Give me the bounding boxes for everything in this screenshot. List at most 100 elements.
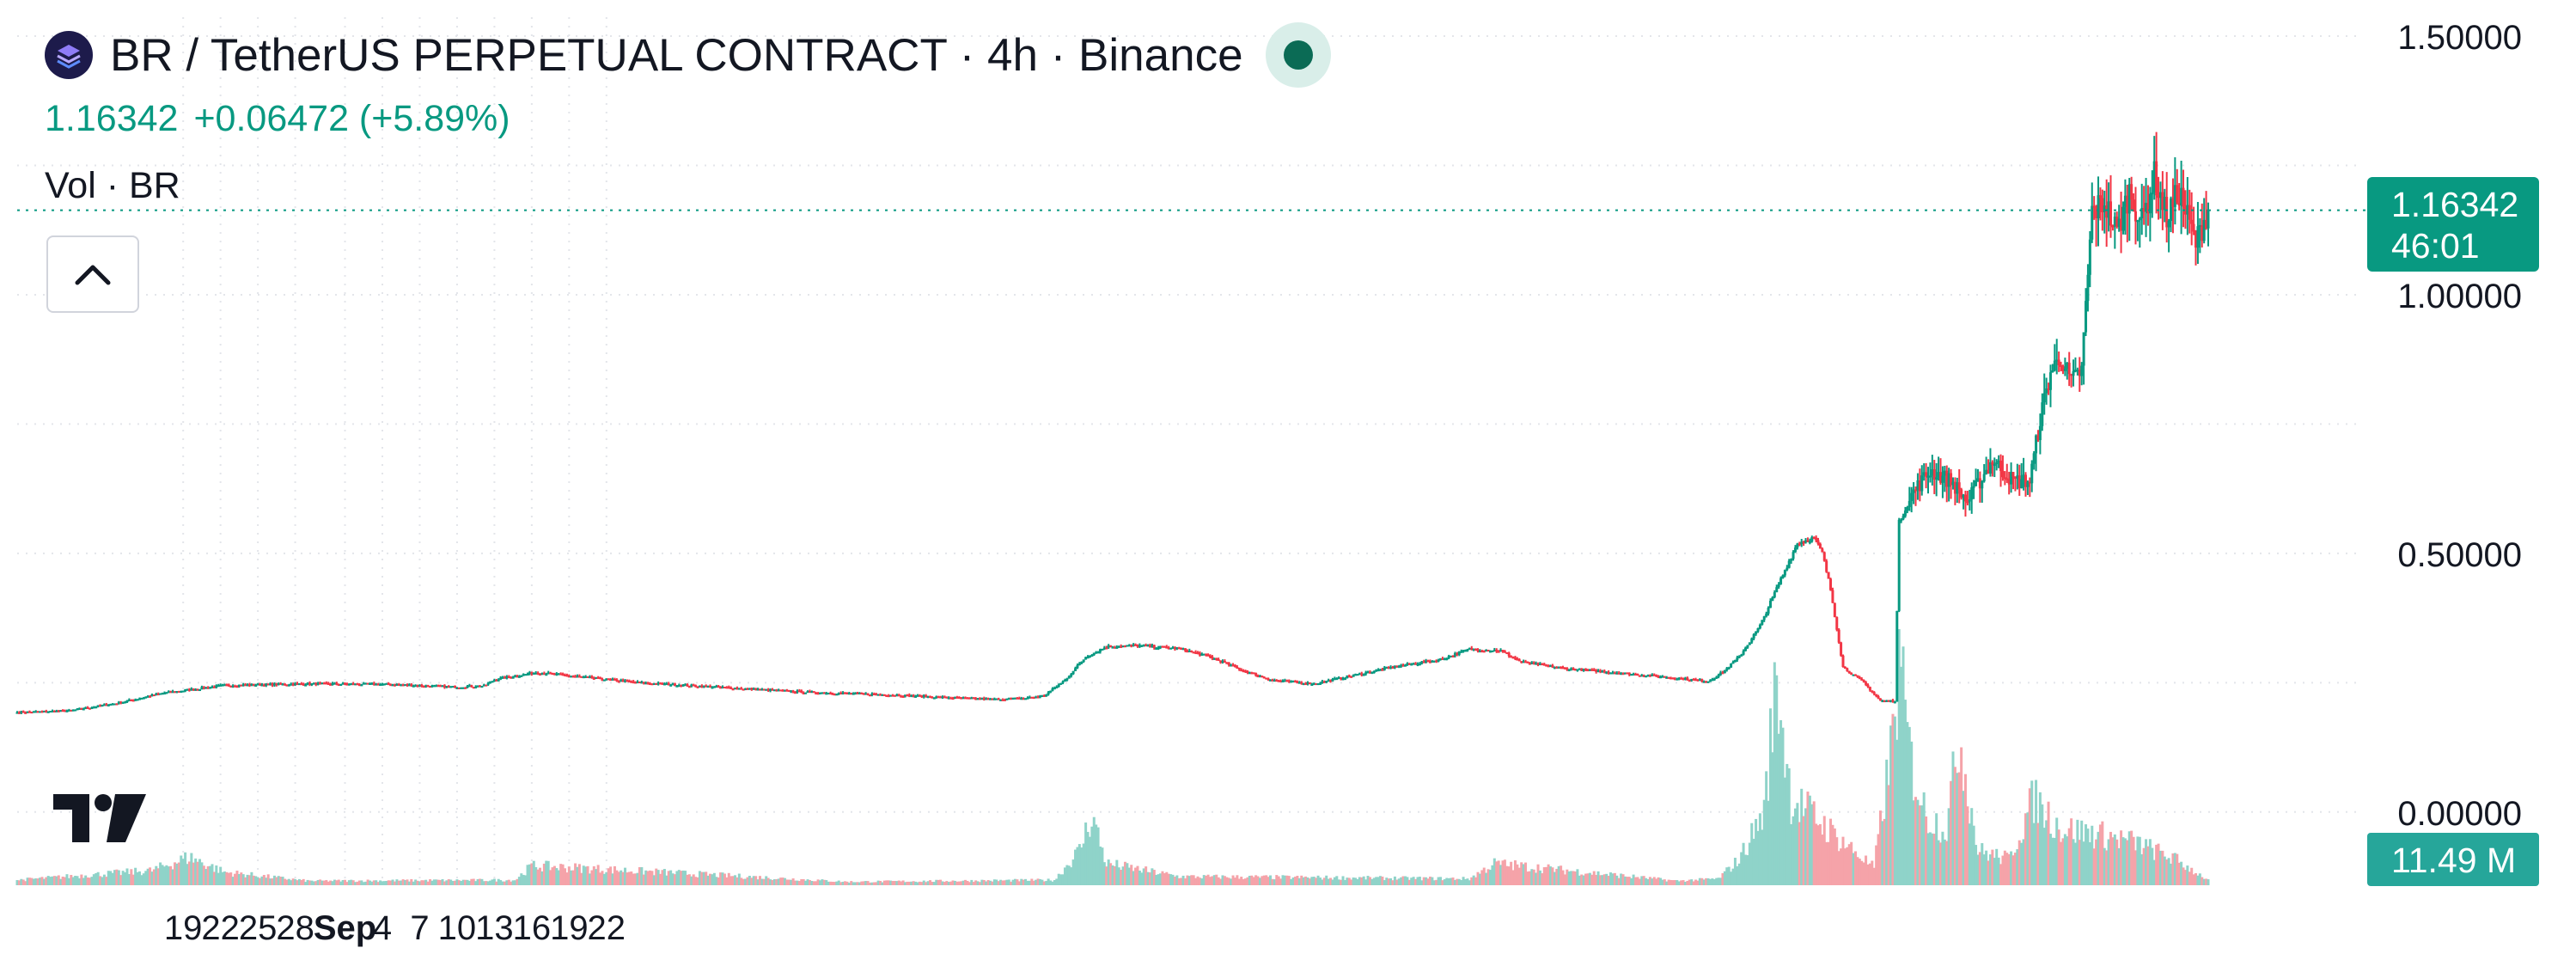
candle-body — [1227, 662, 1230, 665]
candle-body — [2051, 370, 2054, 373]
candle-body — [777, 689, 780, 692]
volume-bar — [1296, 875, 1299, 885]
candle-body — [219, 684, 223, 687]
candle-body — [466, 686, 469, 688]
candle-body — [1175, 647, 1179, 650]
volume-bar — [1227, 877, 1230, 885]
candle-body — [1173, 647, 1176, 650]
volume-bar — [2070, 818, 2073, 885]
volume-bar — [175, 863, 179, 885]
volume-legend[interactable]: Vol · BR — [45, 165, 180, 206]
candle-body — [137, 698, 141, 700]
volume-bar — [1265, 875, 1268, 885]
tradingview-logo-icon[interactable] — [53, 794, 146, 847]
candle-body — [121, 701, 125, 704]
candle-body — [1167, 647, 1170, 650]
volume-bar — [1466, 878, 1469, 885]
volume-bar — [885, 880, 888, 885]
candle-body — [882, 694, 886, 696]
candle-body — [1061, 681, 1065, 683]
candle-body — [2041, 402, 2044, 426]
candle-body — [665, 683, 668, 686]
candle-body — [2066, 363, 2069, 370]
volume-bar — [1787, 767, 1791, 885]
volume-bar — [819, 880, 822, 885]
volume-bar — [1321, 879, 1324, 885]
volume-bar — [1312, 877, 1315, 885]
candle-body — [1812, 537, 1816, 540]
volume-bar — [2063, 834, 2066, 885]
volume-bar — [951, 880, 955, 885]
candle-body — [1613, 672, 1616, 675]
volume-bar — [1157, 874, 1160, 885]
volume-bar — [478, 878, 481, 885]
volume-bar — [491, 879, 494, 885]
candle-body — [1273, 680, 1276, 682]
volume-bar — [895, 881, 899, 885]
candle-body — [254, 684, 258, 687]
volume-bar — [870, 882, 874, 885]
candle-body — [1553, 667, 1556, 670]
candle-body — [812, 691, 815, 694]
candle-body — [1231, 664, 1235, 667]
volume-bar — [1343, 879, 1346, 885]
collapse-legend-button[interactable] — [46, 235, 139, 313]
candle-body — [702, 685, 705, 688]
candle-body — [1692, 678, 1695, 681]
candle-body — [922, 695, 925, 698]
candle-body — [632, 681, 635, 683]
candle-body — [327, 682, 330, 685]
volume-bar — [1488, 870, 1492, 885]
volume-bar — [945, 881, 949, 885]
volume-bar — [2097, 831, 2100, 885]
candle-body — [1928, 475, 1932, 478]
volume-bar — [567, 866, 571, 885]
candle-body — [1017, 697, 1021, 700]
market-open-dot-icon[interactable] — [1265, 22, 1331, 88]
candle-body — [1630, 674, 1633, 676]
candle-body — [1474, 648, 1478, 651]
volume-bar — [1028, 880, 1031, 885]
candle-body — [590, 676, 594, 679]
volume-bar — [1252, 877, 1255, 885]
volume-bar — [2205, 878, 2208, 885]
volume-bar — [1022, 879, 1025, 885]
volume-bar — [1148, 872, 1151, 885]
candle-body — [887, 695, 890, 698]
candle-body — [485, 684, 488, 687]
candle-body — [960, 697, 963, 700]
volume-bar — [2182, 867, 2185, 885]
volume-bar — [659, 873, 662, 885]
volume-bar — [1833, 828, 1836, 885]
volume-bar — [1109, 863, 1113, 885]
y-tick-label: 1.00000 — [2397, 278, 2522, 315]
volume-bar — [360, 880, 363, 885]
candle-body — [1736, 657, 1739, 661]
candle-body — [393, 684, 396, 687]
x-tick-label: 13 — [475, 909, 514, 947]
volume-bar — [443, 881, 446, 885]
volume-bar — [424, 879, 428, 885]
candle-body — [694, 685, 698, 688]
volume-bar — [1607, 876, 1610, 885]
volume-bar — [2085, 824, 2088, 885]
candle-body — [42, 711, 46, 713]
volume-bar — [290, 880, 293, 885]
candle-body — [161, 693, 164, 695]
volume-bar — [580, 872, 583, 885]
candle-body — [808, 691, 811, 694]
candle-body — [1035, 696, 1038, 699]
volume-bar — [2036, 822, 2040, 885]
candle-body — [1698, 679, 1701, 682]
symbol-title[interactable]: BR / TetherUS PERPETUAL CONTRACT · 4h · … — [110, 29, 1243, 81]
candle-body — [2140, 208, 2144, 219]
candle-body — [546, 672, 550, 675]
volume-bar — [476, 878, 479, 885]
candle-body — [1219, 660, 1223, 663]
volume-bar — [284, 878, 287, 885]
candle-body — [986, 698, 990, 700]
candle-body — [1837, 629, 1840, 643]
volume-bar — [997, 881, 1000, 885]
candle-body — [794, 692, 797, 694]
